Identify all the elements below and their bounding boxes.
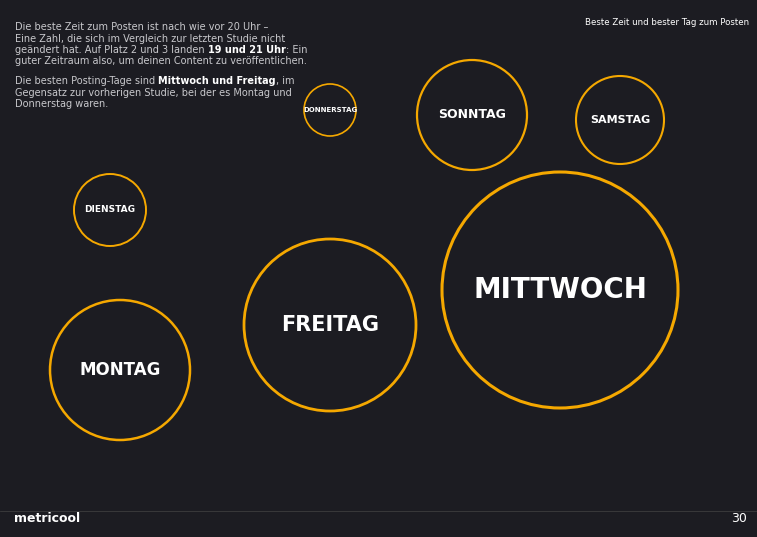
Text: Mittwoch und Freitag: Mittwoch und Freitag (158, 76, 276, 86)
Text: MITTWOCH: MITTWOCH (473, 276, 647, 304)
Text: SAMSTAG: SAMSTAG (590, 115, 650, 125)
Text: : Ein: : Ein (285, 45, 307, 55)
Text: Beste Zeit und bester Tag zum Posten: Beste Zeit und bester Tag zum Posten (585, 18, 749, 27)
Text: , im: , im (276, 76, 294, 86)
Text: Die besten Posting-Tage sind: Die besten Posting-Tage sind (15, 76, 158, 86)
Text: geändert hat. Auf Platz 2 und 3 landen: geändert hat. Auf Platz 2 und 3 landen (15, 45, 207, 55)
Text: DIENSTAG: DIENSTAG (85, 206, 136, 214)
Text: metricool: metricool (14, 512, 80, 525)
Text: Die beste Zeit zum Posten ist nach wie vor 20 Uhr –: Die beste Zeit zum Posten ist nach wie v… (15, 22, 269, 32)
Text: FREITAG: FREITAG (281, 315, 379, 335)
Text: guter Zeitraum also, um deinen Content zu veröffentlichen.: guter Zeitraum also, um deinen Content z… (15, 56, 307, 67)
Text: 30: 30 (731, 512, 747, 525)
Text: Donnerstag waren.: Donnerstag waren. (15, 99, 108, 109)
Text: MONTAG: MONTAG (79, 361, 160, 379)
Text: Gegensatz zur vorherigen Studie, bei der es Montag und: Gegensatz zur vorherigen Studie, bei der… (15, 88, 291, 98)
Text: DONNERSTAG: DONNERSTAG (303, 107, 357, 113)
Text: Eine Zahl, die sich im Vergleich zur letzten Studie nicht: Eine Zahl, die sich im Vergleich zur let… (15, 33, 285, 43)
Text: SONNTAG: SONNTAG (438, 108, 506, 121)
Text: 19 und 21 Uhr: 19 und 21 Uhr (207, 45, 285, 55)
